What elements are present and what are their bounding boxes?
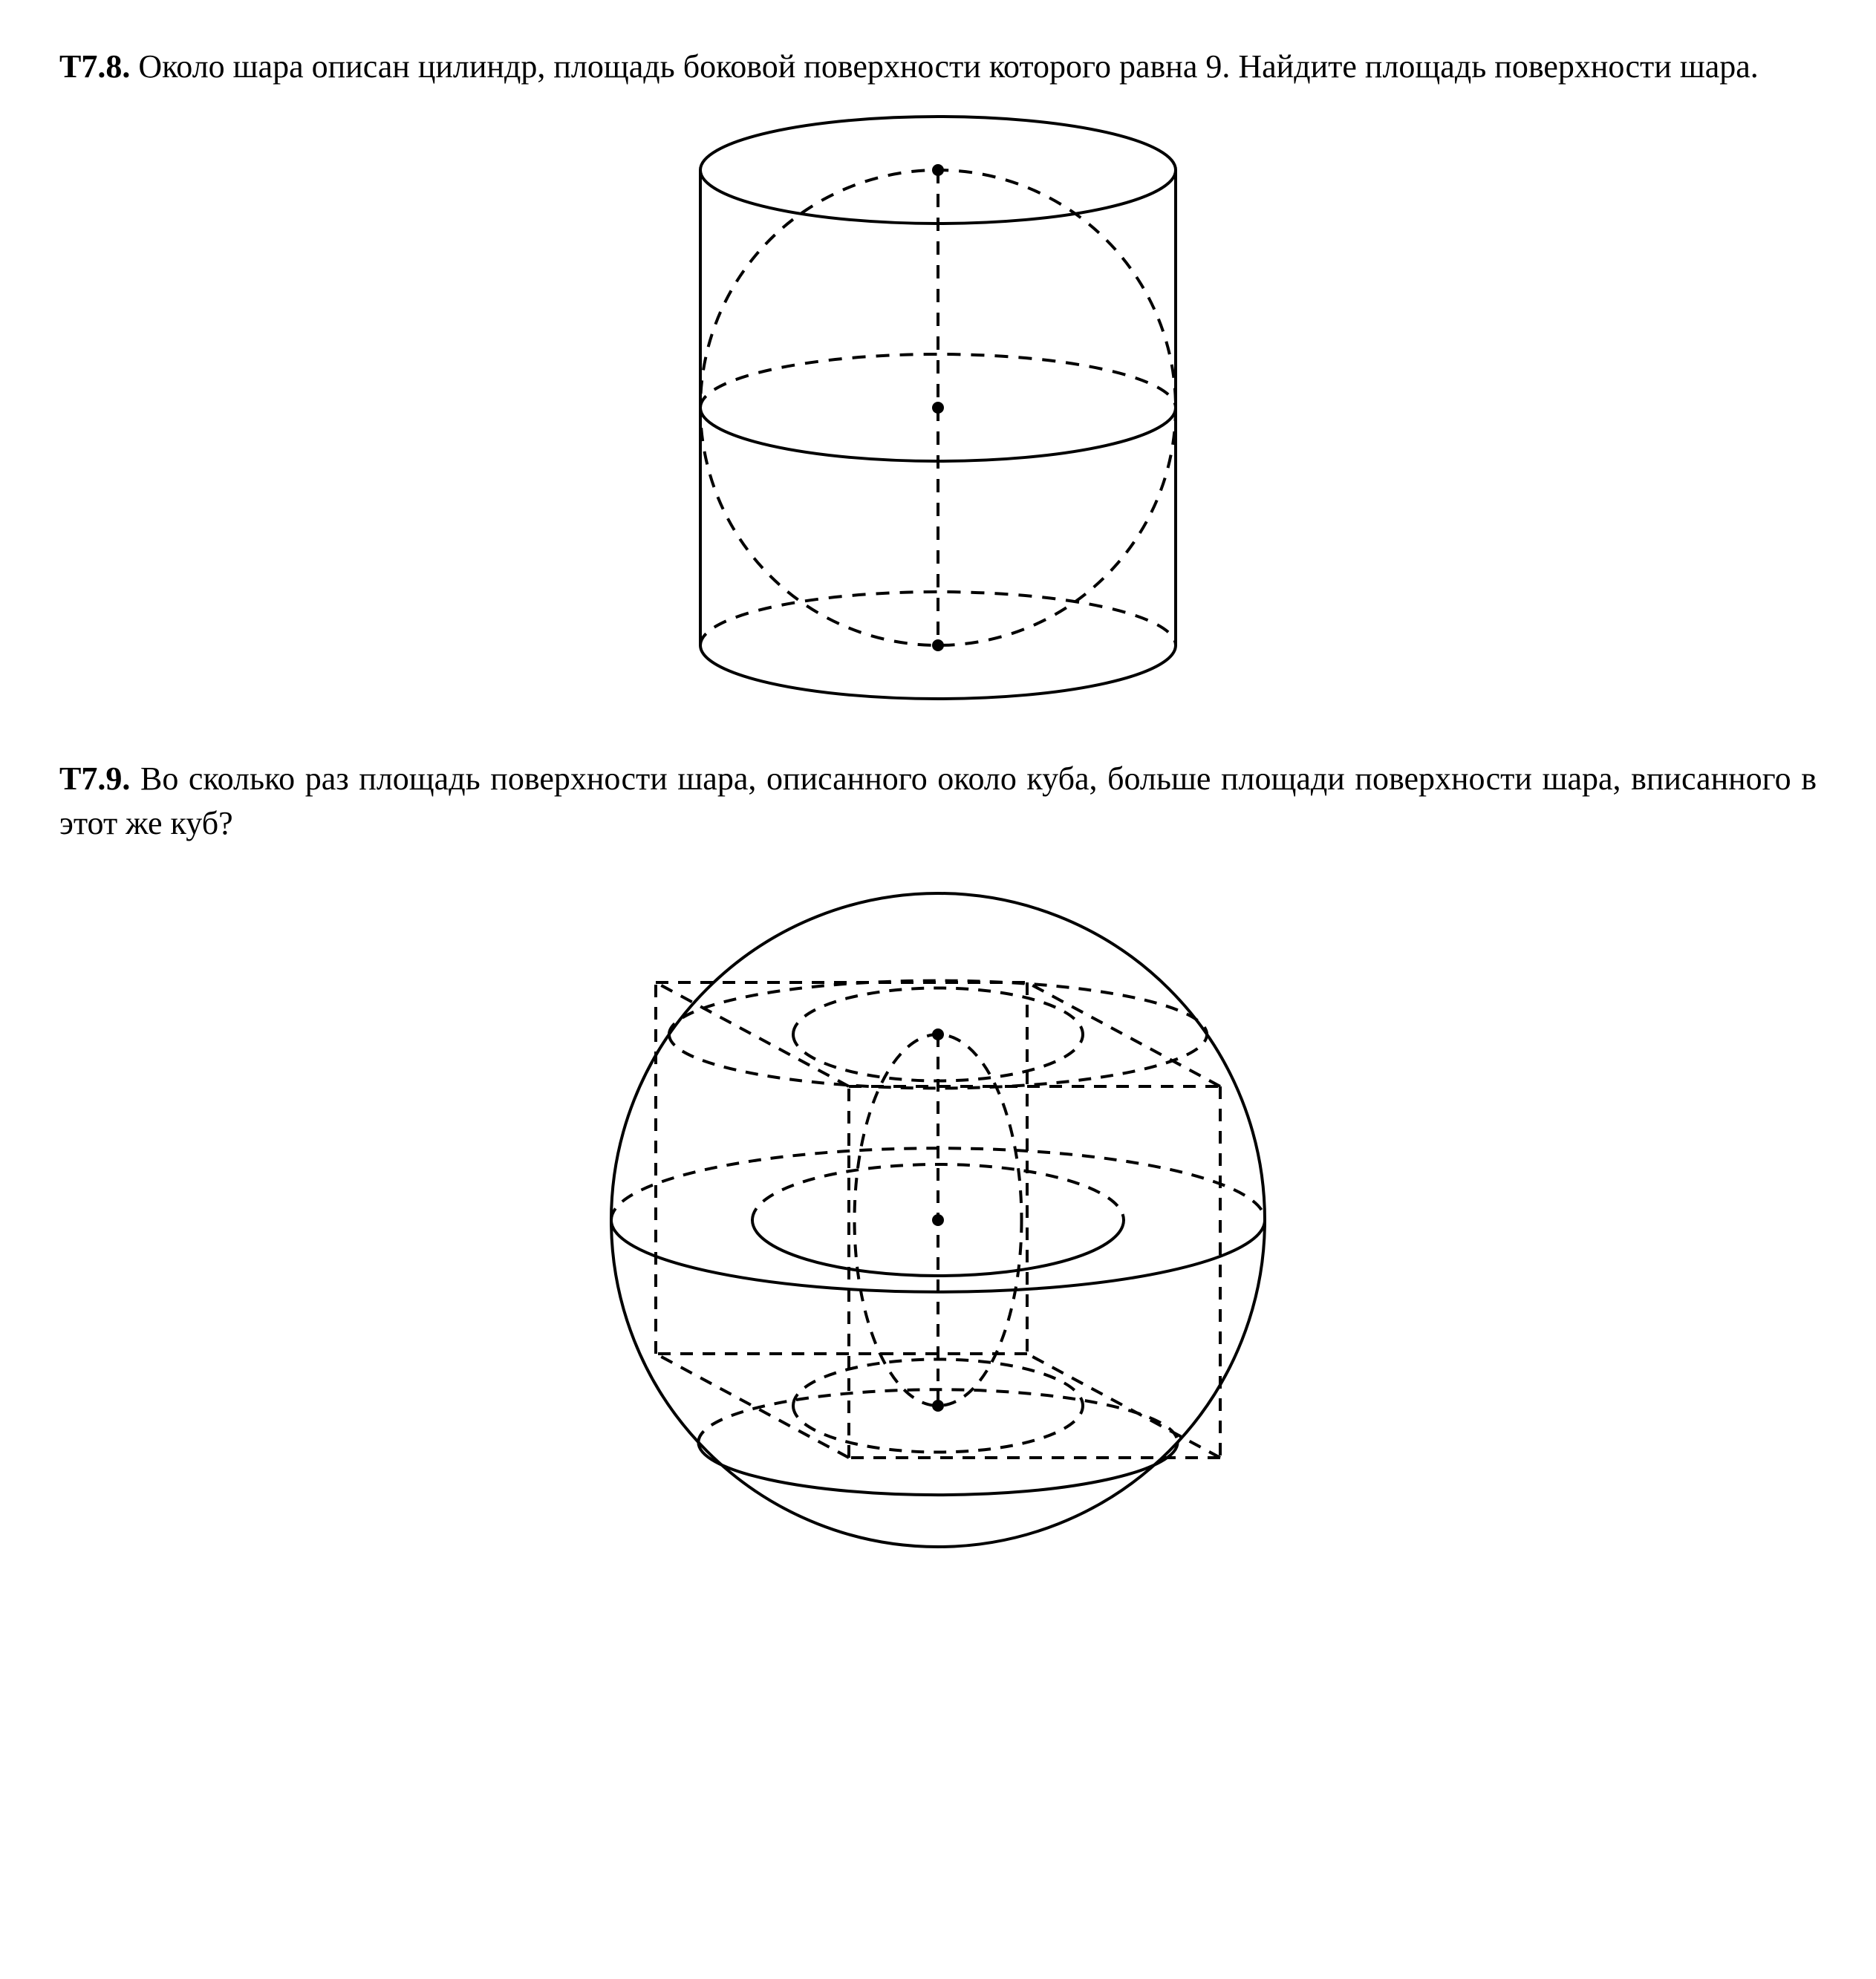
problem-2-label: Т7.9. bbox=[59, 760, 130, 797]
figure-cube-two-spheres bbox=[567, 867, 1309, 1573]
problem-1-label: Т7.8. bbox=[59, 48, 130, 85]
figure-sphere-in-cylinder bbox=[604, 111, 1272, 720]
problem-1-text: Т7.8. Около шара описан цилиндр, площадь… bbox=[59, 45, 1817, 88]
figure-1-container bbox=[59, 111, 1817, 720]
figure-2-container bbox=[59, 867, 1817, 1573]
problem-2-text: Т7.9. Во сколько раз площадь поверхности… bbox=[59, 757, 1817, 845]
problem-2: Т7.9. Во сколько раз площадь поверхности… bbox=[59, 757, 1817, 1573]
problem-1: Т7.8. Около шара описан цилиндр, площадь… bbox=[59, 45, 1817, 720]
problem-2-statement: Во сколько раз площадь поверхности шара,… bbox=[59, 760, 1817, 841]
problem-1-statement: Около шара описан цилиндр, площадь боков… bbox=[138, 48, 1758, 85]
